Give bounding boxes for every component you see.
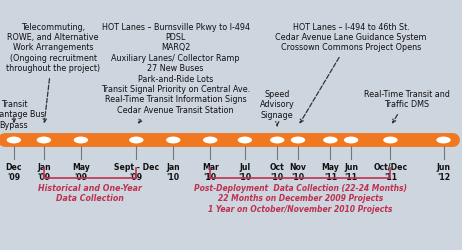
Text: Sept - Dec
'09: Sept - Dec '09: [114, 162, 159, 182]
Circle shape: [202, 136, 219, 144]
Text: Jan
'09: Jan '09: [37, 162, 51, 182]
Text: Jul
'10: Jul '10: [238, 162, 251, 182]
Circle shape: [165, 136, 182, 144]
Circle shape: [36, 136, 52, 144]
Circle shape: [343, 136, 359, 144]
Text: May
'11: May '11: [322, 162, 339, 182]
Text: Telecommuting,
ROWE, and Alternative
Work Arrangements
(Ongoing recruitment
thro: Telecommuting, ROWE, and Alternative Wor…: [6, 22, 100, 122]
Text: May
'09: May '09: [72, 162, 90, 182]
Text: Transit
Advantage Bus
Bypass: Transit Advantage Bus Bypass: [0, 100, 44, 130]
Text: Dec
'09: Dec '09: [6, 162, 22, 182]
Text: Oct/Dec
'11: Oct/Dec '11: [373, 162, 407, 182]
Circle shape: [290, 136, 306, 144]
Text: Historical and One-Year
Data Collection: Historical and One-Year Data Collection: [38, 184, 142, 203]
Text: Nov
'10: Nov '10: [290, 162, 306, 182]
Text: Real-Time Transit and
Traffic DMS: Real-Time Transit and Traffic DMS: [364, 90, 450, 123]
Text: HOT Lanes – Burnsville Pkwy to I-494
PDSL
MARQ2
Auxiliary Lanes/ Collector Ramp
: HOT Lanes – Burnsville Pkwy to I-494 PDS…: [101, 22, 250, 123]
Text: Jan
'10: Jan '10: [166, 162, 180, 182]
Text: Jun
'11: Jun '11: [344, 162, 358, 182]
Text: HOT Lanes – I-494 to 46th St.
Cedar Avenue Lane Guidance System
Crossown Commons: HOT Lanes – I-494 to 46th St. Cedar Aven…: [275, 22, 427, 123]
Circle shape: [6, 136, 22, 144]
Text: Mar
'10: Mar '10: [202, 162, 219, 182]
Text: Post-Deployment  Data Collection (22-24 Months)
22 Months on December 2009 Proje: Post-Deployment Data Collection (22-24 M…: [194, 184, 407, 214]
Circle shape: [322, 136, 339, 144]
Circle shape: [269, 136, 286, 144]
Circle shape: [237, 136, 253, 144]
Circle shape: [128, 136, 145, 144]
Text: Oct
'10: Oct '10: [270, 162, 285, 182]
Text: Jun
'12: Jun '12: [437, 162, 450, 182]
Circle shape: [382, 136, 399, 144]
Circle shape: [73, 136, 89, 144]
Circle shape: [435, 136, 452, 144]
Text: Speed
Advisory
Signage: Speed Advisory Signage: [260, 90, 295, 126]
